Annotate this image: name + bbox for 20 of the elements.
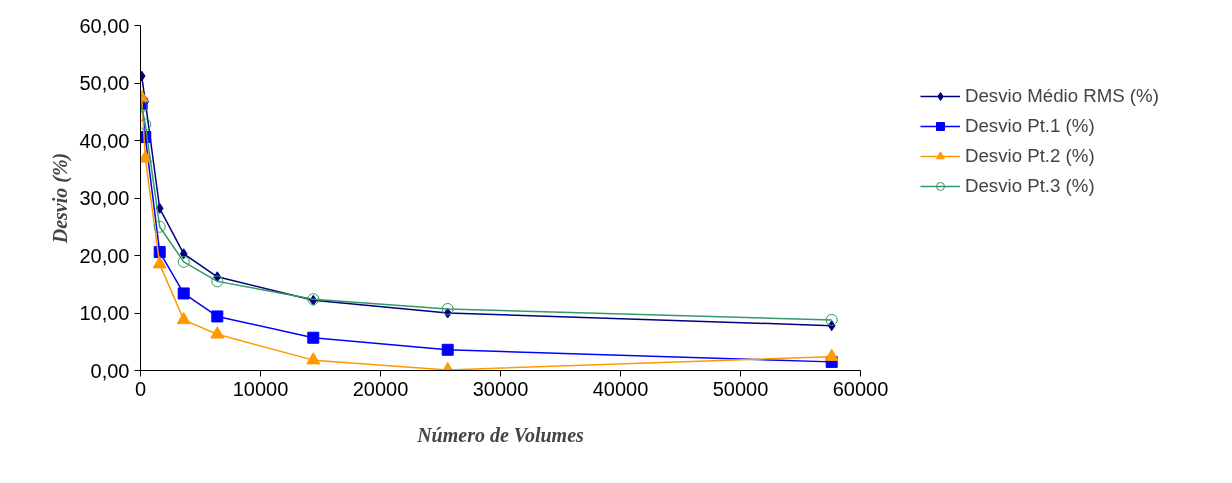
x-tick-label: 20000 xyxy=(352,377,409,400)
x-tick-label: 30000 xyxy=(472,377,529,400)
y-tick-label: 60,00 xyxy=(79,14,130,37)
y-tick-label: 20,00 xyxy=(79,244,130,267)
y-tick-label: 10,00 xyxy=(79,302,130,324)
y-tick-label: 40,00 xyxy=(79,129,130,152)
x-tick-label: 40000 xyxy=(592,377,649,400)
y-tick-label: 50,00 xyxy=(79,72,130,94)
x-axis-title: Número de Volumes xyxy=(416,423,585,446)
y-tick-label: 30,00 xyxy=(79,187,130,209)
y-axis-title: Desvio (%) xyxy=(49,152,73,245)
legend-label: Desvio Pt.2 (%) xyxy=(965,145,1095,167)
legend-label: Desvio Médio RMS (%) xyxy=(965,85,1159,107)
legend-label: Desvio Pt.3 (%) xyxy=(965,175,1095,197)
y-tick-label: 0,00 xyxy=(90,359,130,382)
x-tick-label: 10000 xyxy=(232,377,289,400)
legend-label: Desvio Pt.1 (%) xyxy=(965,115,1095,137)
x-tick-label: 0 xyxy=(134,377,147,400)
x-tick-label: 60000 xyxy=(832,377,889,400)
x-tick-label: 50000 xyxy=(712,377,769,400)
